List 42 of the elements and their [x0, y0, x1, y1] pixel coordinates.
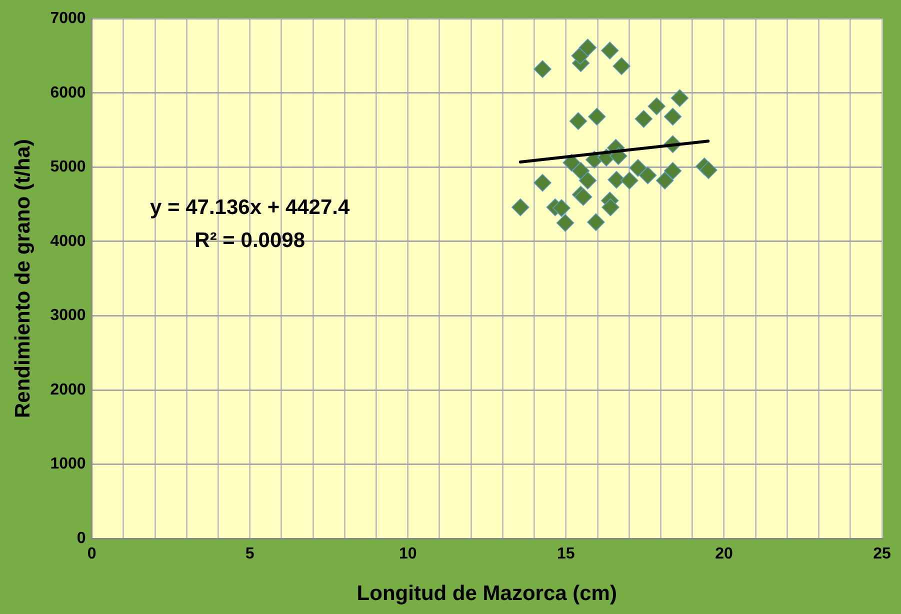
x-tick-label: 20: [715, 546, 733, 563]
point: [634, 110, 653, 128]
y-tick-label: 6000: [50, 84, 86, 102]
annotation: R² = 0.0098: [194, 229, 306, 252]
point: [629, 159, 647, 177]
point: [534, 60, 552, 78]
point: [569, 112, 588, 130]
point: [588, 108, 606, 126]
point: [552, 199, 570, 217]
y-tick-label: 0: [76, 530, 86, 548]
y-tick-label: 4000: [50, 232, 86, 250]
point: [638, 166, 657, 184]
point: [670, 89, 689, 107]
point: [587, 213, 605, 232]
point: [578, 172, 597, 190]
point: [512, 198, 530, 216]
point: [620, 172, 638, 190]
point: [664, 162, 682, 180]
point: [602, 198, 620, 216]
y-tick-label: 5000: [50, 158, 86, 176]
point: [572, 162, 590, 180]
annotation: y = 47.136x + 4427.4: [150, 196, 350, 220]
x-tick-label: 25: [873, 546, 891, 563]
x-axis-title: Longitud de Mazorca (cm): [356, 582, 617, 606]
y-axis-title: Rendimiento de grano (t/ha): [11, 139, 34, 418]
y-tick-label: 3000: [50, 307, 86, 324]
point: [612, 57, 630, 76]
point: [556, 214, 574, 232]
y-tick-label: 7000: [50, 10, 86, 28]
point: [700, 161, 718, 180]
y-tick-label: 2000: [50, 381, 86, 398]
point: [600, 42, 619, 60]
point: [578, 38, 597, 56]
point: [648, 97, 666, 116]
x-tick-label: 10: [398, 546, 417, 563]
x-tick-label: 5: [245, 546, 254, 563]
x-tick-label: 15: [557, 546, 575, 563]
point: [664, 108, 682, 126]
point: [608, 170, 626, 189]
point: [656, 172, 674, 190]
y-tick-label: 1000: [50, 456, 86, 473]
point: [534, 174, 552, 192]
